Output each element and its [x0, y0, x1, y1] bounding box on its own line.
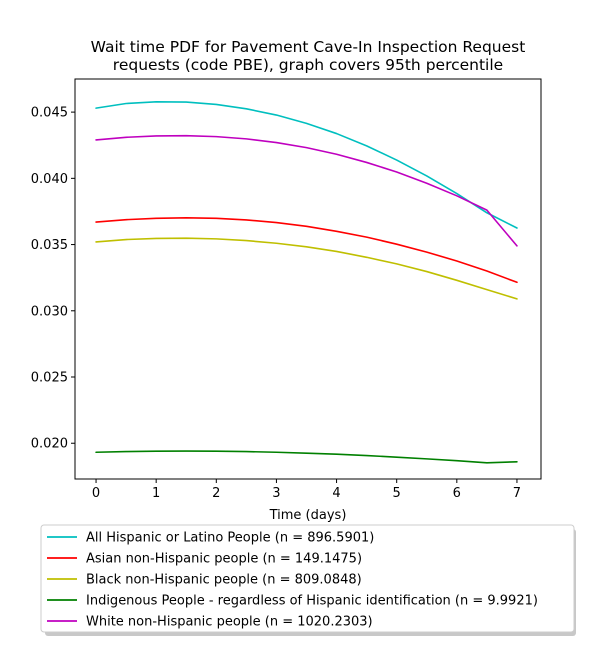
legend: All Hispanic or Latino People (n = 896.5… [40, 524, 576, 636]
y-tick-label: 0.035 [31, 238, 68, 253]
series-line-3 [95, 237, 518, 300]
x-tick-label: 5 [393, 486, 401, 501]
x-tick-label: 7 [513, 486, 521, 501]
x-tick-label: 2 [212, 486, 220, 501]
legend-items: All Hispanic or Latino People (n = 896.5… [47, 531, 538, 630]
y-tick-label: 0.030 [31, 304, 68, 319]
x-axis-label: Time (days) [269, 508, 347, 523]
y-tick-label: 0.045 [31, 106, 68, 121]
y-tick-label: 0.025 [31, 371, 68, 386]
plot-frame [74, 78, 542, 480]
series-layer [95, 100, 518, 464]
legend-label-4: Indigenous People - regardless of Hispan… [86, 594, 538, 609]
axes-layer: 0 1 2 3 4 5 6 7 0.020 0.025 0.030 0.035 0.040 0.045 [31, 106, 521, 501]
chart-title-line-2: requests (code PBE), graph covers 95th p… [113, 56, 503, 74]
legend-label-2: Asian non-Hispanic people (n = 149.1475) [86, 552, 362, 567]
legend-label-5: White non-Hispanic people (n = 1020.2303… [86, 615, 373, 630]
x-tick-label: 6 [453, 486, 461, 501]
x-tick-label: 4 [332, 486, 340, 501]
y-tick-label: 0.020 [31, 437, 68, 452]
chart-title-line-1: Wait time PDF for Pavement Cave-In Inspe… [91, 38, 526, 56]
series-line-4 [95, 450, 518, 464]
legend-label-1: All Hispanic or Latino People (n = 896.5… [86, 531, 374, 546]
y-tick-label: 0.040 [31, 172, 68, 187]
x-tick-label: 1 [152, 486, 160, 501]
series-line-5 [95, 134, 518, 247]
x-tick-label: 3 [272, 486, 280, 501]
legend-label-3: Black non-Hispanic people (n = 809.0848) [86, 573, 362, 588]
series-line-1 [95, 100, 518, 229]
legend-box [40, 524, 575, 633]
series-line-2 [95, 217, 518, 284]
x-tick-label: 0 [92, 486, 100, 501]
